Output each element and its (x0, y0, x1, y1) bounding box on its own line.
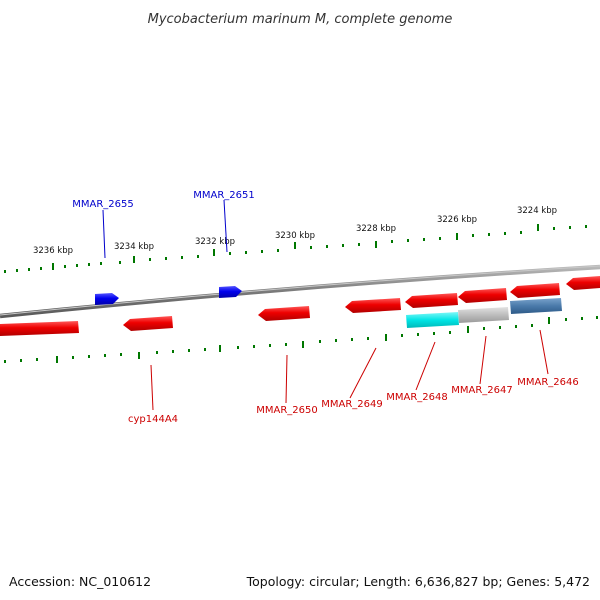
label-leader (102, 209, 106, 259)
gene-arrow-reverse[interactable] (0, 321, 79, 336)
gene-label-reverse[interactable]: cyp144A4 (128, 414, 178, 425)
scale-label: 3234 kbp (114, 242, 154, 252)
scale-label: 3224 kbp (517, 206, 557, 216)
label-leader (539, 329, 549, 375)
scale-label: 3230 kbp (275, 231, 315, 241)
gene-arrow-reverse[interactable] (345, 298, 401, 313)
gene-arrow-reverse[interactable] (566, 276, 600, 290)
gene-arrow-reverse[interactable] (405, 293, 458, 308)
inner-tick-scale (4, 316, 598, 363)
gene-label-forward[interactable]: MMAR_2651 (193, 190, 255, 201)
reverse-gene-labels: cyp144A4 MMAR_2650 MMAR_2649 MMAR_2648 M… (128, 329, 579, 425)
feature-block-gray[interactable] (458, 307, 509, 323)
gene-label-reverse[interactable]: MMAR_2650 (256, 405, 318, 416)
scale-label: 3236 kbp (33, 246, 73, 256)
feature-block-steel[interactable] (510, 298, 562, 314)
label-leader (479, 335, 487, 385)
gene-arrow-forward[interactable] (95, 293, 119, 305)
genome-backbone-highlight (0, 265, 600, 316)
label-leader (349, 347, 377, 399)
gene-label-reverse[interactable]: MMAR_2647 (451, 385, 513, 396)
forward-genes (95, 286, 242, 305)
gene-arrow-reverse[interactable] (510, 283, 560, 298)
gene-label-reverse[interactable]: MMAR_2649 (321, 399, 383, 410)
gene-label-reverse[interactable]: MMAR_2646 (517, 377, 579, 388)
scale-label: 3228 kbp (356, 224, 396, 234)
label-leader (285, 354, 288, 404)
gene-label-reverse[interactable]: MMAR_2648 (386, 392, 448, 403)
gene-arrow-reverse[interactable] (458, 288, 507, 303)
gene-arrow-forward[interactable] (219, 286, 242, 298)
gene-arrow-reverse[interactable] (258, 306, 310, 321)
feature-blocks (406, 298, 562, 328)
reverse-genes (0, 276, 600, 336)
genome-backbone (0, 264, 600, 319)
forward-gene-labels: MMAR_2655 MMAR_2651 (72, 190, 255, 259)
label-leader (415, 341, 436, 391)
gene-arrow-reverse[interactable] (123, 316, 173, 331)
scale-labels: 3236 kbp 3234 kbp 3232 kbp 3230 kbp 3228… (33, 206, 557, 256)
gene-label-forward[interactable]: MMAR_2655 (72, 199, 134, 210)
scale-label: 3226 kbp (437, 215, 477, 225)
scale-label: 3232 kbp (195, 237, 235, 247)
genome-summary-text: Topology: circular; Length: 6,636,827 bp… (246, 574, 590, 589)
feature-block-cyan[interactable] (406, 312, 459, 328)
accession-text: Accession: NC_010612 (9, 574, 151, 589)
label-leader (223, 199, 228, 253)
label-leader (150, 364, 154, 411)
genome-title: Mycobacterium marinum M, complete genome (148, 12, 453, 27)
outer-tick-scale (4, 224, 587, 273)
